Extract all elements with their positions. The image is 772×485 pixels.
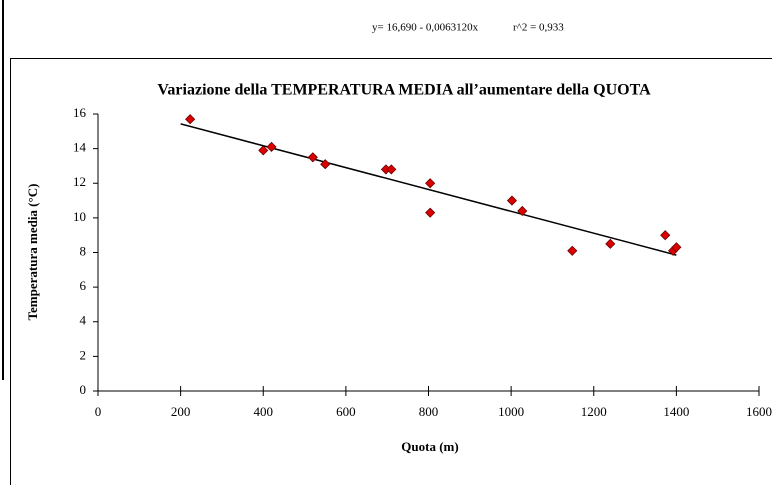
data-point xyxy=(425,207,436,218)
y-tick-label: 16 xyxy=(73,105,87,120)
x-axis-label: Quota (m) xyxy=(401,439,458,454)
y-tick-label: 8 xyxy=(80,243,87,258)
x-tick-label: 1200 xyxy=(581,404,607,419)
data-point xyxy=(258,145,269,156)
data-point xyxy=(605,238,616,249)
y-tick-label: 10 xyxy=(73,209,86,224)
y-tick-label: 4 xyxy=(80,313,87,328)
x-tick-label: 1600 xyxy=(746,404,772,419)
data-point xyxy=(660,230,671,241)
y-tick-label: 0 xyxy=(80,382,87,397)
x-tick-label: 1400 xyxy=(663,404,689,419)
chart-frame xyxy=(10,58,772,485)
y-tick-label: 12 xyxy=(73,174,86,189)
data-point xyxy=(506,195,518,206)
equation: y= 16,690 - 0,0063120x xyxy=(372,22,479,34)
x-tick-label: 200 xyxy=(171,404,191,419)
data-point xyxy=(307,152,318,163)
x-tick-label: 1000 xyxy=(498,404,524,419)
x-tick-label: 600 xyxy=(336,404,356,419)
r-squared: r^2 = 0,933 xyxy=(513,22,564,34)
data-point xyxy=(266,141,277,152)
data-point xyxy=(185,114,196,125)
y-tick-label: 2 xyxy=(80,347,87,362)
data-point xyxy=(517,205,528,217)
chart-title: Variazione della TEMPERATURA MEDIA all’a… xyxy=(157,82,651,99)
x-tick-label: 0 xyxy=(95,404,102,419)
y-tick-label: 6 xyxy=(80,278,87,293)
y-tick-label: 14 xyxy=(73,140,87,155)
y-axis-label: Temperatura media (°C) xyxy=(25,184,40,321)
x-tick-label: 400 xyxy=(254,404,274,419)
data-point xyxy=(567,245,578,256)
x-tick-label: 800 xyxy=(419,404,439,419)
data-point xyxy=(671,242,682,253)
data-point xyxy=(386,164,397,175)
data-point xyxy=(425,178,436,189)
data-point xyxy=(320,159,331,170)
trendline xyxy=(180,123,677,256)
